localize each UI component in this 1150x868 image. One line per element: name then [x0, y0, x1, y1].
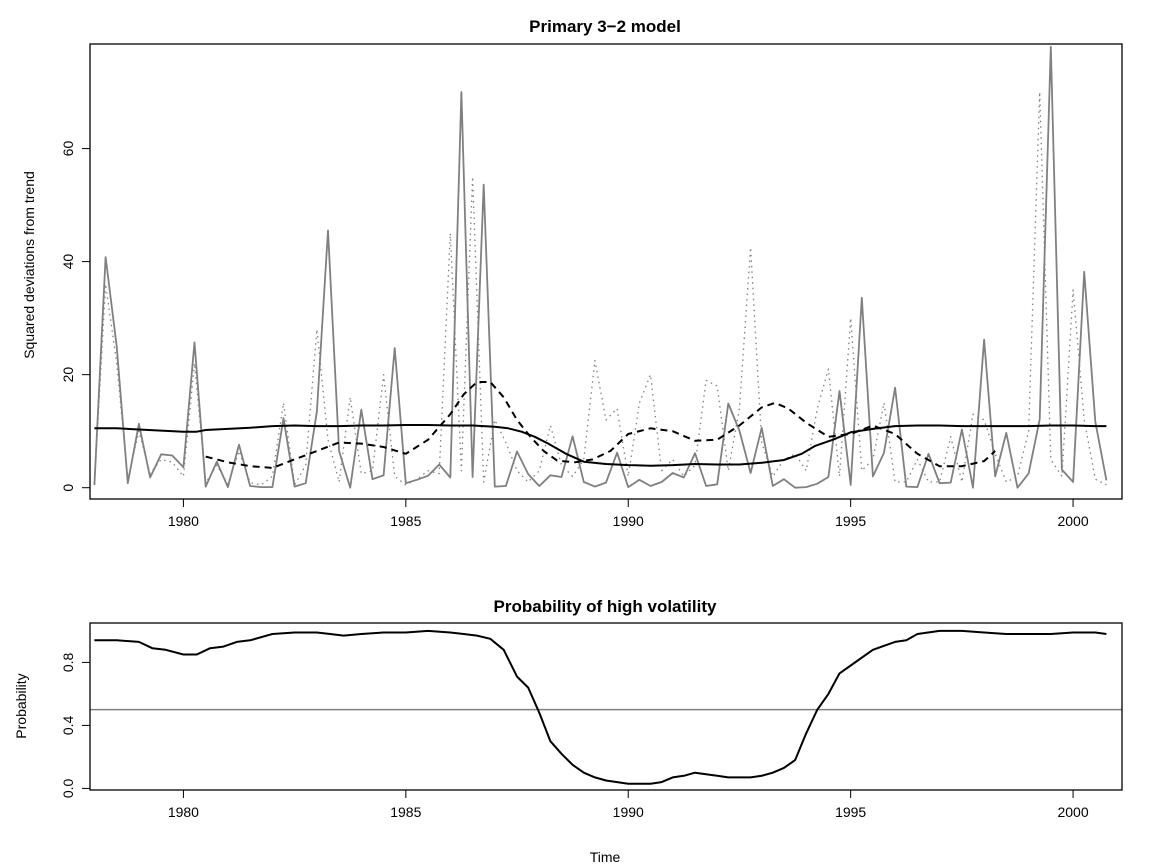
series-line-solid [93, 45, 1108, 489]
x-tick-label: 1980 [168, 804, 199, 820]
y-tick-label: 0.4 [60, 715, 76, 735]
x-tick-label: 2000 [1057, 513, 1088, 529]
chart-title: Primary 3−2 model [529, 17, 681, 36]
panel-probability: Probability of high volatility Probabili… [13, 597, 1123, 865]
x-tick-label: 2000 [1057, 804, 1088, 820]
series-line-solid [94, 629, 1107, 785]
series-line-solid [94, 424, 1107, 467]
y-tick-label: 20 [60, 367, 76, 383]
x-tick-label: 1995 [835, 513, 866, 529]
y-tick-label: 40 [60, 254, 76, 270]
y-axis-label: Squared deviations from trend [21, 171, 37, 359]
y-axis-label: Probability [13, 673, 29, 738]
x-axis: 1980 1985 1990 1995 2000 [168, 498, 1089, 529]
y-axis: 0 20 40 60 [60, 141, 91, 492]
y-tick-label: 0.0 [60, 778, 76, 798]
x-tick-label: 1985 [390, 804, 421, 820]
x-tick-label: 1990 [613, 513, 644, 529]
x-tick-label: 1990 [613, 804, 644, 820]
y-tick-label: 0.8 [60, 652, 76, 672]
x-axis: 1980 1985 1990 1995 2000 [168, 789, 1089, 820]
y-tick-label: 60 [60, 141, 76, 157]
series-group [90, 629, 1122, 785]
y-tick-label: 0 [60, 484, 76, 492]
y-axis: 0.0 0.4 0.8 [60, 652, 91, 798]
series-line-dashed [205, 381, 996, 469]
series-group [93, 45, 1108, 489]
x-axis-label: Time [590, 849, 621, 865]
x-tick-label: 1995 [835, 804, 866, 820]
plot-frame [89, 622, 1123, 791]
x-tick-label: 1985 [390, 513, 421, 529]
panel-primary-model: Primary 3−2 model Squared deviations fro… [21, 17, 1123, 529]
chart-title: Probability of high volatility [494, 597, 717, 616]
x-tick-label: 1980 [168, 513, 199, 529]
series-line-dotted [93, 91, 1107, 486]
plot-frame [89, 43, 1123, 500]
